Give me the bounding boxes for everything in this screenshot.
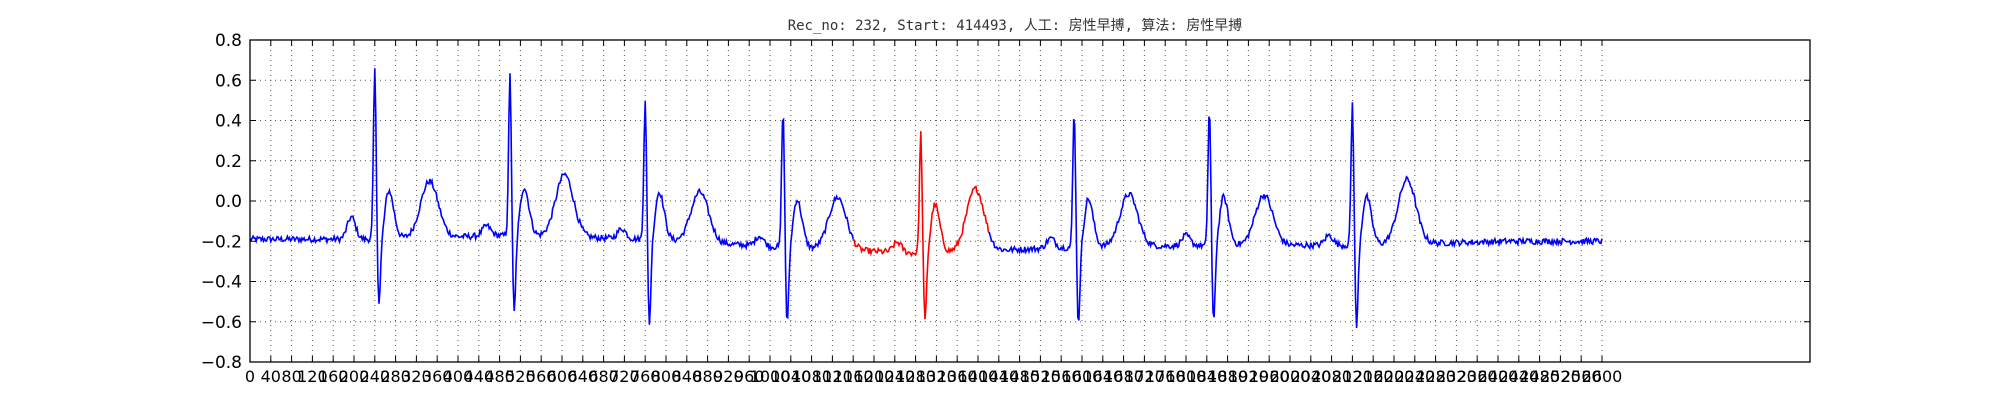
x-tick-label: 1120 (812, 367, 853, 386)
x-tick-label: 1200 (854, 367, 895, 386)
x-tick-label: 80 (281, 367, 301, 386)
x-tick-label: 1680 (1103, 367, 1144, 386)
x-tick-label: 440 (464, 367, 495, 386)
x-tick-label: 1600 (1062, 367, 1103, 386)
x-tick-label: 960 (734, 367, 765, 386)
x-tick-label: 2400 (1478, 367, 1519, 386)
tick-marks (249, 39, 1810, 363)
series-line-premature (852, 131, 990, 320)
x-tick-label: 880 (692, 367, 723, 386)
x-tick-label: 2120 (1332, 367, 1373, 386)
x-tick-label: 120 (297, 367, 328, 386)
chart-title: Rec_no: 232, Start: 414493, 人工: 房性早搏, 算法… (788, 17, 1243, 34)
x-tick-label: 1400 (958, 367, 999, 386)
y-tick-label: −0.6 (201, 313, 242, 333)
x-tick-label: 2520 (1540, 367, 1581, 386)
x-tick-label: 1320 (916, 367, 957, 386)
x-tick-labels: 0 40 8012016020024028032036040044048052056… (245, 367, 1622, 386)
x-tick-label: 640 (568, 367, 599, 386)
x-tick-label: 280 (380, 367, 411, 386)
x-tick-label: 1760 (1145, 367, 1186, 386)
x-tick-label: 1880 (1207, 367, 1248, 386)
x-tick-label: 920 (713, 367, 744, 386)
x-tick-label: 1040 (770, 367, 811, 386)
y-tick-label: −0.8 (201, 353, 242, 373)
x-tick-label: 2360 (1457, 367, 1498, 386)
series-line-normal (249, 68, 854, 325)
x-tick-label: 1240 (874, 367, 915, 386)
y-tick-label: 0.6 (215, 71, 242, 91)
x-tick-label: 1480 (999, 367, 1040, 386)
y-tick-labels: 0.8 0.6 0.4 0.2 0.0 −0.2 −0.4 −0.6 −0.8 (201, 31, 242, 373)
x-tick-label: 1000 (750, 367, 791, 386)
x-tick-label: 0 (245, 367, 255, 386)
x-tick-label: 2200 (1374, 367, 1415, 386)
x-tick-label: 720 (609, 367, 640, 386)
x-tick-label: 1560 (1041, 367, 1082, 386)
x-tick-label: 1800 (1166, 367, 1207, 386)
x-tick-label: 1360 (937, 367, 978, 386)
x-tick-label: 1160 (833, 367, 874, 386)
x-tick-label: 2280 (1415, 367, 1456, 386)
x-tick-label: 760 (630, 367, 661, 386)
x-tick-label: 480 (484, 367, 515, 386)
y-tick-label: −0.4 (201, 273, 242, 293)
x-tick-label: 40 (261, 367, 281, 386)
x-tick-label: 360 (422, 367, 453, 386)
x-tick-label: 2040 (1290, 367, 1331, 386)
x-tick-label: 2000 (1270, 367, 1311, 386)
x-tick-label: 1280 (895, 367, 936, 386)
x-tick-label: 1720 (1124, 367, 1165, 386)
x-tick-label: 1520 (1020, 367, 1061, 386)
x-tick-label: 1440 (978, 367, 1019, 386)
x-tick-label: 160 (318, 367, 349, 386)
y-tick-label: −0.2 (201, 232, 242, 252)
x-tick-label: 840 (672, 367, 703, 386)
x-tick-label: 2160 (1353, 367, 1394, 386)
x-tick-label: 200 (339, 367, 370, 386)
y-tick-label: 0.2 (215, 152, 242, 172)
x-tick-label: 2080 (1311, 367, 1352, 386)
y-tick-label: 0.8 (215, 31, 242, 51)
x-tick-label: 1960 (1249, 367, 1290, 386)
x-tick-label: 400 (443, 367, 474, 386)
y-tick-label: 0.4 (215, 112, 242, 132)
x-tick-label: 520 (505, 367, 536, 386)
x-tick-label: 2480 (1519, 367, 1560, 386)
x-tick-label: 800 (651, 367, 682, 386)
x-tick-label: 2320 (1436, 367, 1477, 386)
x-tick-label: 2240 (1394, 367, 1435, 386)
x-tick-label: 1840 (1186, 367, 1227, 386)
x-tick-label: 1640 (1082, 367, 1123, 386)
x-tick-label: 560 (526, 367, 557, 386)
x-tick-label: 1080 (791, 367, 832, 386)
x-tick-label: 1920 (1228, 367, 1269, 386)
x-tick-label: 2440 (1498, 367, 1539, 386)
x-tick-label: 2560 (1561, 367, 1602, 386)
x-tick-label: 680 (588, 367, 619, 386)
x-tick-label: 600 (547, 367, 578, 386)
grid (250, 40, 1810, 362)
x-tick-label: 320 (401, 367, 432, 386)
y-tick-label: 0.0 (215, 192, 242, 212)
series-line-normal (987, 102, 1603, 329)
x-tick-label: 240 (360, 367, 391, 386)
x-tick-label: 2600 (1582, 367, 1623, 386)
series-layer (249, 68, 1603, 329)
